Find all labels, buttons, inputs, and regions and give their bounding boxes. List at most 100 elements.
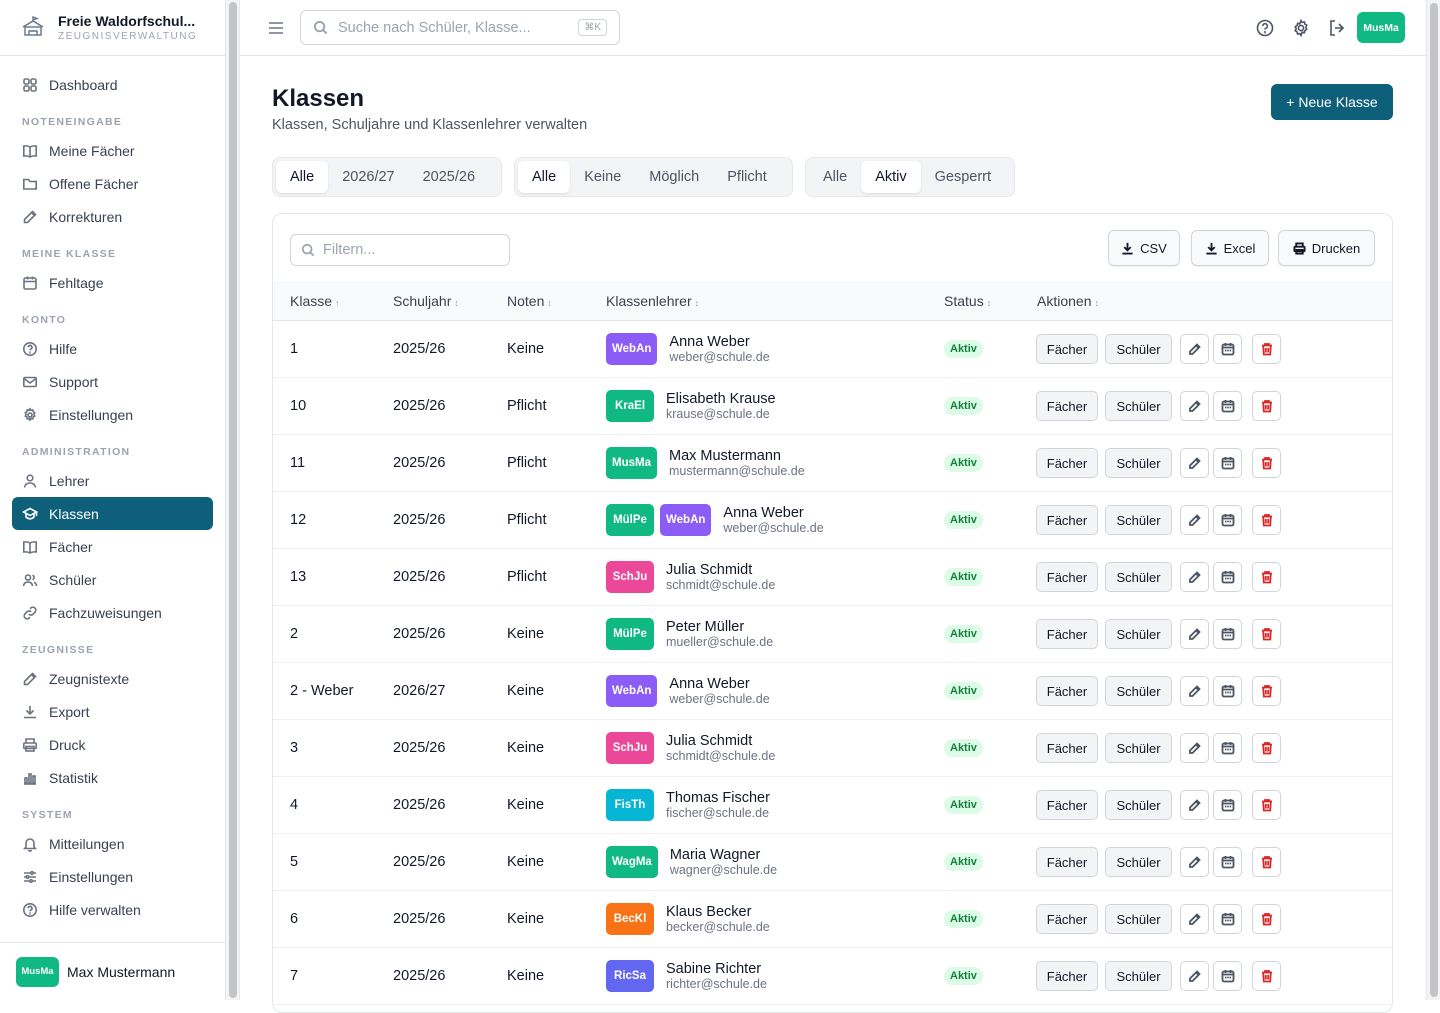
schedule-button[interactable] xyxy=(1213,676,1242,706)
sidebar-item-schueler[interactable]: Schüler xyxy=(12,563,213,596)
subjects-button[interactable]: Fächer xyxy=(1036,961,1098,991)
edit-button[interactable] xyxy=(1180,505,1209,535)
edit-button[interactable] xyxy=(1180,847,1209,877)
students-button[interactable]: Schüler xyxy=(1105,562,1172,592)
students-button[interactable]: Schüler xyxy=(1105,334,1172,364)
subjects-button[interactable]: Fächer xyxy=(1036,334,1098,364)
subjects-button[interactable]: Fächer xyxy=(1036,619,1098,649)
students-button[interactable]: Schüler xyxy=(1105,904,1172,934)
subjects-button[interactable]: Fächer xyxy=(1036,562,1098,592)
delete-button[interactable] xyxy=(1252,847,1281,877)
students-button[interactable]: Schüler xyxy=(1105,961,1172,991)
edit-button[interactable] xyxy=(1180,676,1209,706)
sidebar-item-support[interactable]: Support xyxy=(12,365,213,398)
edit-button[interactable] xyxy=(1180,562,1209,592)
edit-button[interactable] xyxy=(1180,904,1209,934)
main-scrollbar-thumb[interactable] xyxy=(1430,3,1438,997)
logout-icon[interactable] xyxy=(1327,18,1347,38)
sidebar-item-fehltage[interactable]: Fehltage xyxy=(12,266,213,299)
delete-button[interactable] xyxy=(1252,961,1281,991)
schedule-button[interactable] xyxy=(1213,391,1242,421)
schedule-button[interactable] xyxy=(1213,448,1242,478)
schedule-button[interactable] xyxy=(1213,904,1242,934)
global-search[interactable]: ⌘K xyxy=(300,10,620,45)
sidebar-item-hilfe[interactable]: Hilfe xyxy=(12,332,213,365)
delete-button[interactable] xyxy=(1252,334,1281,364)
sidebar-item-faecher[interactable]: Fächer xyxy=(12,530,213,563)
main-scrollbar[interactable] xyxy=(1426,0,1440,1000)
sidebar-item-meine-faecher[interactable]: Meine Fächer xyxy=(12,134,213,167)
subjects-button[interactable]: Fächer xyxy=(1036,790,1098,820)
delete-button[interactable] xyxy=(1252,676,1281,706)
edit-button[interactable] xyxy=(1180,448,1209,478)
status-filter-option[interactable]: Alle xyxy=(823,169,848,185)
delete-button[interactable] xyxy=(1252,448,1281,478)
year-filter-option[interactable]: Alle xyxy=(276,161,329,193)
table-filter-input[interactable] xyxy=(323,242,503,258)
delete-button[interactable] xyxy=(1252,391,1281,421)
edit-button[interactable] xyxy=(1180,961,1209,991)
status-filter-option[interactable]: Gesperrt xyxy=(934,169,992,185)
schedule-button[interactable] xyxy=(1213,790,1242,820)
edit-button[interactable] xyxy=(1180,619,1209,649)
students-button[interactable]: Schüler xyxy=(1105,619,1172,649)
gear-icon[interactable] xyxy=(1291,18,1311,38)
sidebar-item-system-einstellungen[interactable]: Einstellungen xyxy=(12,860,213,893)
column-header[interactable]: Aktionen ↕ xyxy=(1037,293,1099,309)
schedule-button[interactable] xyxy=(1213,505,1242,535)
export-excel-button[interactable]: Excel xyxy=(1191,230,1269,266)
sidebar-item-export[interactable]: Export xyxy=(12,695,213,728)
search-input[interactable] xyxy=(338,19,568,36)
delete-button[interactable] xyxy=(1252,505,1281,535)
year-filter-option[interactable]: 2026/27 xyxy=(342,169,395,185)
schedule-button[interactable] xyxy=(1213,733,1242,763)
schedule-button[interactable] xyxy=(1213,847,1242,877)
students-button[interactable]: Schüler xyxy=(1105,790,1172,820)
edit-button[interactable] xyxy=(1180,334,1209,364)
brand[interactable]: Freie Waldorfschul... ZEUGNISVERWALTUNG xyxy=(0,0,225,56)
column-header[interactable]: Klassenlehrer ↕ xyxy=(606,293,699,309)
grades-filter-option[interactable]: Möglich xyxy=(649,169,700,185)
table-filter[interactable] xyxy=(290,234,510,266)
students-button[interactable]: Schüler xyxy=(1105,505,1172,535)
subjects-button[interactable]: Fächer xyxy=(1036,391,1098,421)
delete-button[interactable] xyxy=(1252,733,1281,763)
sidebar-scrollbar[interactable] xyxy=(226,0,240,1000)
edit-button[interactable] xyxy=(1180,790,1209,820)
delete-button[interactable] xyxy=(1252,562,1281,592)
schedule-button[interactable] xyxy=(1213,562,1242,592)
sidebar-item-fachzuweisungen[interactable]: Fachzuweisungen xyxy=(12,596,213,629)
students-button[interactable]: Schüler xyxy=(1105,391,1172,421)
delete-button[interactable] xyxy=(1252,790,1281,820)
subjects-button[interactable]: Fächer xyxy=(1036,505,1098,535)
delete-button[interactable] xyxy=(1252,619,1281,649)
new-class-button[interactable]: + Neue Klasse xyxy=(1271,84,1393,120)
subjects-button[interactable]: Fächer xyxy=(1036,676,1098,706)
hamburger-menu-icon[interactable] xyxy=(266,18,286,38)
print-button[interactable]: Drucken xyxy=(1278,230,1375,266)
sidebar-item-dashboard[interactable]: Dashboard xyxy=(12,68,213,101)
sidebar-item-mitteilungen[interactable]: Mitteilungen xyxy=(12,827,213,860)
column-header[interactable]: Status ↕ xyxy=(944,293,991,309)
export-csv-button[interactable]: CSV xyxy=(1108,230,1180,266)
help-icon[interactable] xyxy=(1255,18,1275,38)
grades-filter-option[interactable]: Pflicht xyxy=(727,169,767,185)
subjects-button[interactable]: Fächer xyxy=(1036,733,1098,763)
sidebar-item-lehrer[interactable]: Lehrer xyxy=(12,464,213,497)
sidebar-item-hilfe-verwalten[interactable]: Hilfe verwalten xyxy=(12,893,213,926)
user-profile[interactable]: MusMa Max Mustermann xyxy=(0,942,225,1000)
edit-button[interactable] xyxy=(1180,391,1209,421)
sidebar-item-statistik[interactable]: Statistik xyxy=(12,761,213,794)
subjects-button[interactable]: Fächer xyxy=(1036,904,1098,934)
edit-button[interactable] xyxy=(1180,733,1209,763)
sidebar-item-einstellungen[interactable]: Einstellungen xyxy=(12,398,213,431)
subjects-button[interactable]: Fächer xyxy=(1036,847,1098,877)
avatar[interactable]: MusMa xyxy=(1357,12,1405,43)
delete-button[interactable] xyxy=(1252,904,1281,934)
sidebar-item-korrekturen[interactable]: Korrekturen xyxy=(12,200,213,233)
grades-filter-option[interactable]: Alle xyxy=(518,161,571,193)
sidebar-item-klassen[interactable]: Klassen xyxy=(12,497,213,530)
schedule-button[interactable] xyxy=(1213,334,1242,364)
sidebar-item-druck[interactable]: Druck xyxy=(12,728,213,761)
column-header[interactable]: Klasse ↑ xyxy=(290,293,340,309)
